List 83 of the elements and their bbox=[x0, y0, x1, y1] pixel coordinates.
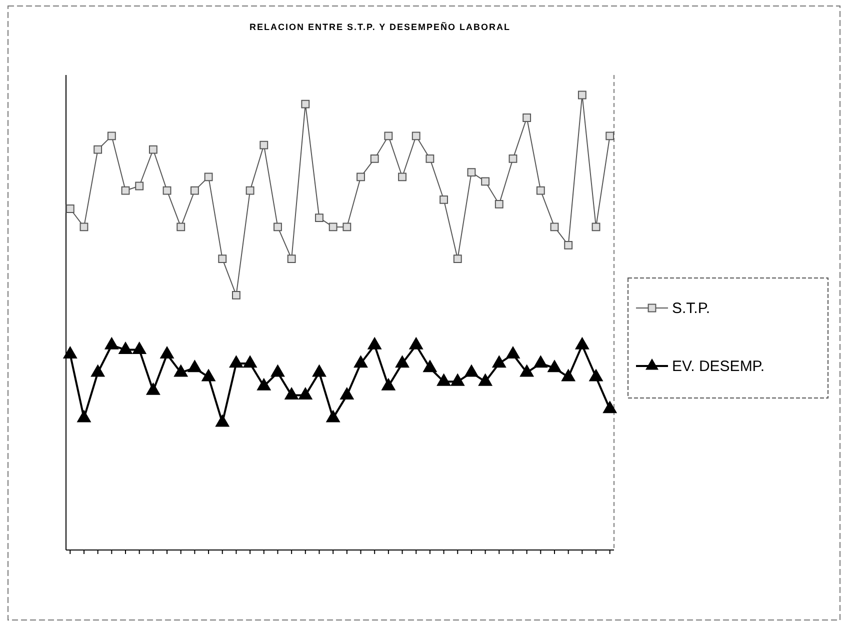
point bbox=[508, 154, 518, 163]
point bbox=[90, 364, 105, 377]
point bbox=[436, 374, 451, 386]
point bbox=[589, 369, 603, 382]
point bbox=[232, 290, 240, 300]
point bbox=[423, 360, 437, 372]
point bbox=[467, 168, 476, 177]
point bbox=[63, 346, 78, 359]
point bbox=[160, 346, 174, 359]
point bbox=[450, 374, 464, 386]
point bbox=[243, 356, 257, 368]
point bbox=[118, 342, 132, 354]
point bbox=[274, 222, 282, 232]
legend-label: EV. DESEMP. bbox=[672, 358, 765, 375]
point bbox=[575, 337, 590, 350]
point bbox=[146, 382, 160, 395]
point bbox=[176, 222, 186, 232]
point bbox=[328, 222, 338, 232]
point bbox=[592, 222, 600, 232]
point bbox=[561, 369, 576, 382]
point bbox=[354, 356, 368, 368]
point bbox=[162, 186, 172, 195]
point bbox=[578, 90, 586, 100]
point bbox=[356, 172, 365, 182]
point bbox=[409, 337, 423, 350]
point bbox=[190, 186, 199, 195]
point bbox=[315, 214, 324, 222]
point bbox=[602, 401, 617, 414]
point bbox=[312, 364, 326, 377]
point bbox=[284, 387, 298, 400]
point bbox=[216, 414, 230, 427]
point bbox=[368, 337, 382, 350]
point bbox=[174, 364, 188, 377]
point bbox=[548, 360, 562, 372]
point bbox=[370, 154, 379, 163]
point bbox=[77, 410, 91, 422]
point bbox=[94, 145, 102, 154]
point bbox=[398, 172, 406, 182]
point bbox=[342, 222, 352, 232]
point bbox=[494, 200, 504, 208]
point bbox=[80, 222, 88, 232]
point bbox=[395, 356, 410, 368]
legend-label: S.T.P. bbox=[672, 300, 710, 317]
point bbox=[382, 378, 396, 390]
point bbox=[301, 100, 310, 108]
point bbox=[260, 140, 268, 150]
point bbox=[464, 364, 478, 377]
point bbox=[426, 154, 434, 163]
point bbox=[412, 132, 420, 140]
point bbox=[104, 337, 119, 350]
point bbox=[204, 172, 213, 182]
chart-title: RELACION ENTRE S.T.P. Y DESEMPEÑO LABORAL bbox=[249, 21, 511, 32]
point bbox=[478, 374, 492, 386]
point bbox=[270, 364, 285, 377]
point bbox=[246, 186, 254, 195]
point bbox=[132, 342, 146, 354]
point bbox=[202, 369, 216, 382]
point bbox=[520, 364, 534, 377]
point bbox=[550, 222, 559, 232]
point bbox=[440, 195, 448, 204]
point bbox=[218, 254, 227, 264]
point bbox=[229, 356, 244, 368]
point bbox=[257, 378, 271, 390]
point bbox=[121, 186, 130, 195]
point bbox=[384, 132, 393, 140]
point bbox=[564, 240, 573, 250]
point bbox=[506, 346, 520, 359]
point bbox=[606, 132, 614, 140]
point bbox=[534, 356, 548, 368]
point bbox=[107, 132, 116, 140]
point bbox=[481, 177, 490, 186]
point bbox=[326, 410, 340, 422]
point bbox=[66, 204, 74, 213]
point bbox=[148, 145, 158, 154]
point bbox=[536, 186, 545, 195]
point bbox=[492, 356, 506, 368]
point bbox=[298, 387, 312, 400]
point bbox=[522, 114, 532, 122]
point bbox=[188, 360, 202, 372]
point bbox=[135, 182, 144, 190]
point bbox=[340, 387, 354, 400]
point bbox=[287, 254, 296, 264]
point bbox=[453, 254, 462, 264]
